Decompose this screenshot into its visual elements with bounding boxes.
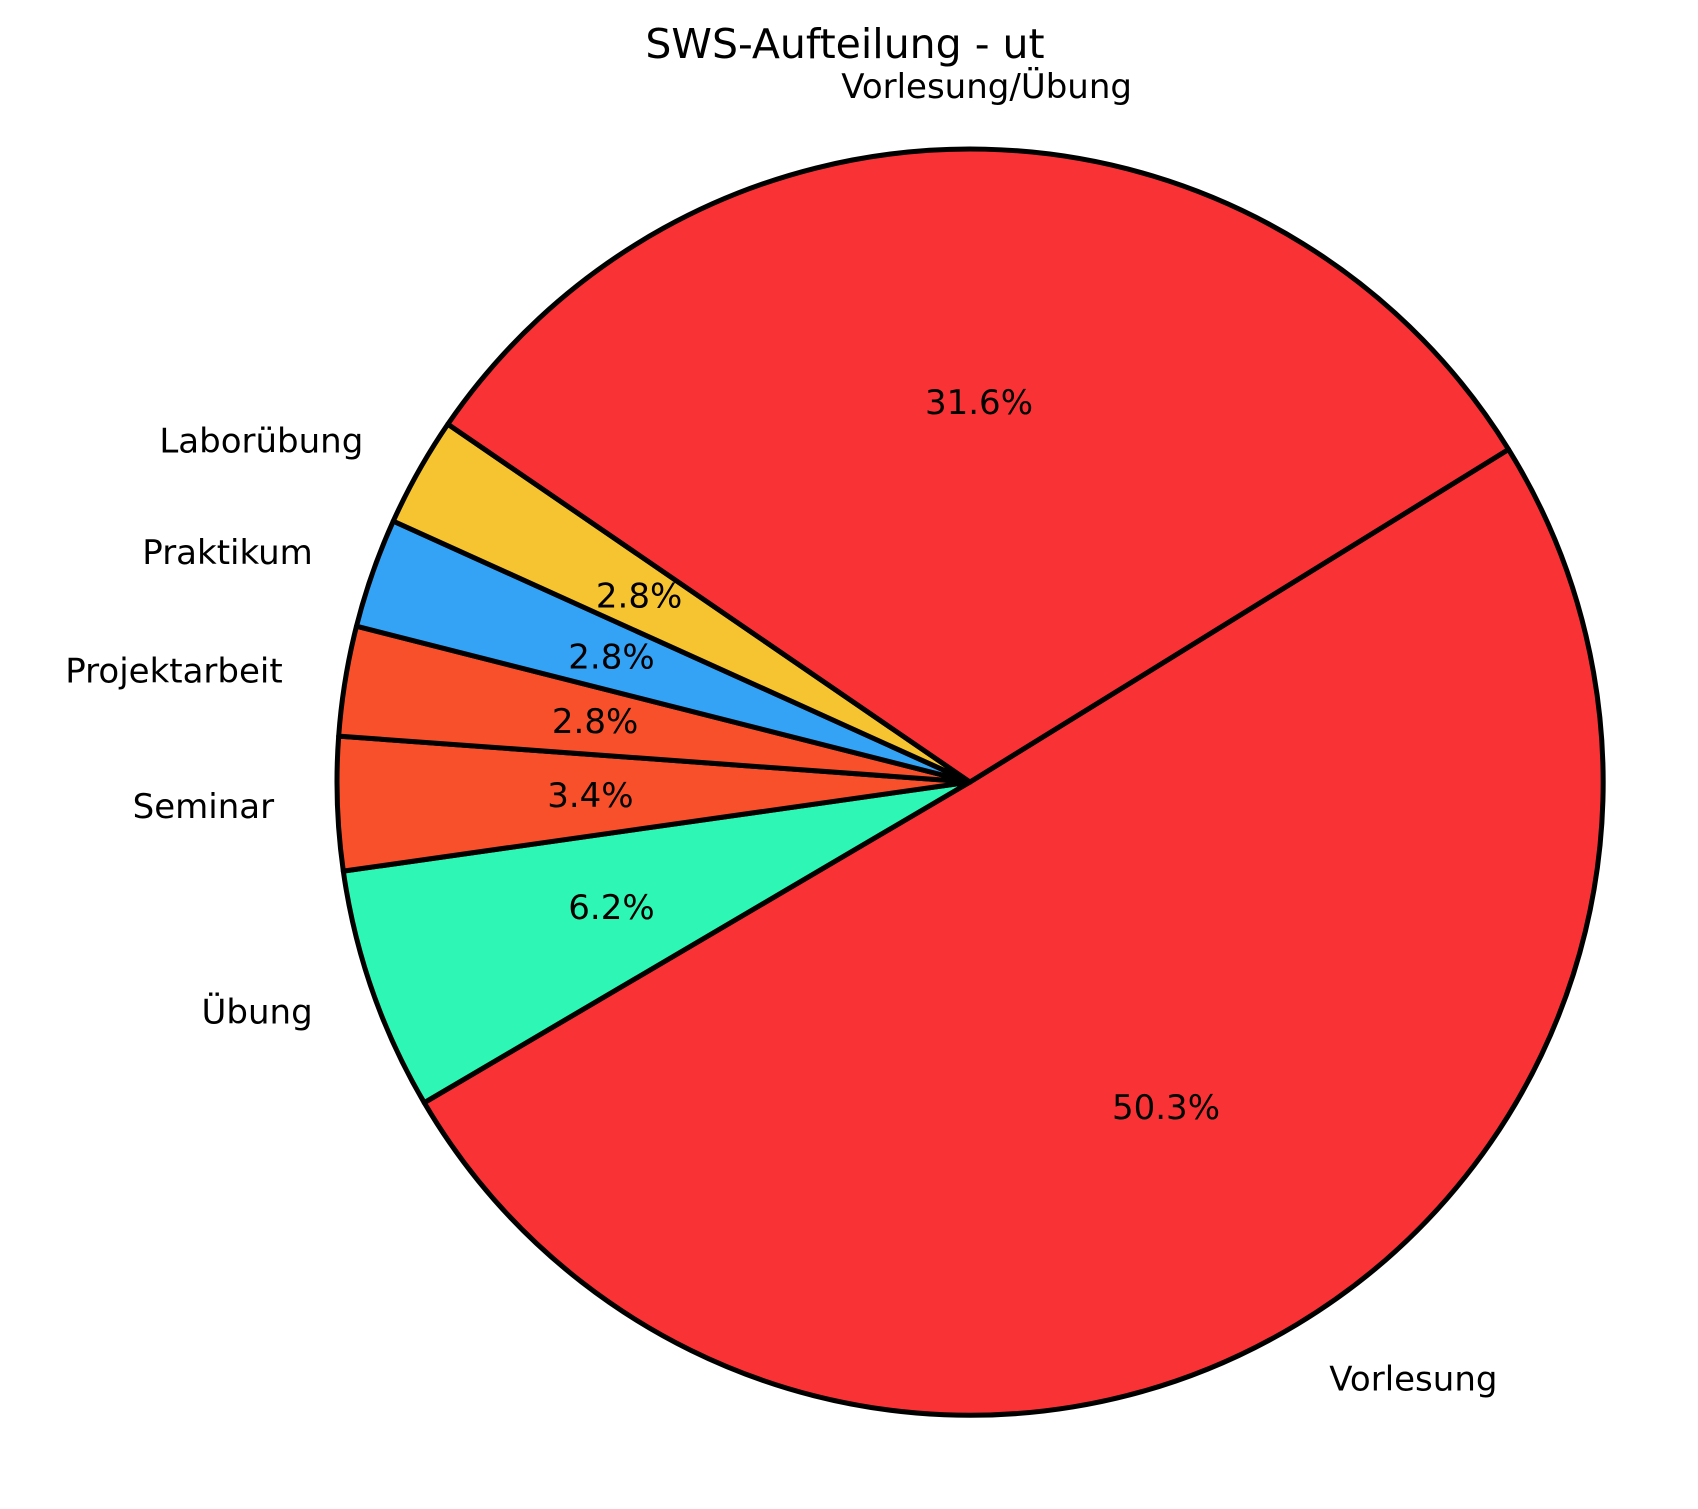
slice-label: Vorlesung <box>1329 1359 1497 1399</box>
slice-pct-label: 6.2% <box>568 888 654 928</box>
slice-label: Laborübung <box>159 421 363 461</box>
slice-pct-label: 3.4% <box>547 776 633 816</box>
slice-label: Vorlesung/Übung <box>841 66 1132 107</box>
pie-slice <box>340 779 973 1106</box>
slice-pct-label: 2.8% <box>596 577 682 617</box>
slice-label: Praktikum <box>142 533 313 573</box>
slice-label: Seminar <box>133 787 274 827</box>
slice-pct-label: 2.8% <box>568 637 654 677</box>
slice-label: Übung <box>202 992 313 1033</box>
slice-label: Projektarbeit <box>65 652 282 692</box>
slice-pct-label: 2.8% <box>552 702 638 742</box>
chart-title: SWS-Aufteilung - ut <box>645 20 1045 68</box>
slice-pct-label: 50.3% <box>1112 1088 1220 1128</box>
pie-slice <box>421 446 1606 1418</box>
slice-pct-label: 31.6% <box>925 383 1033 423</box>
pie-slice <box>445 146 1512 785</box>
